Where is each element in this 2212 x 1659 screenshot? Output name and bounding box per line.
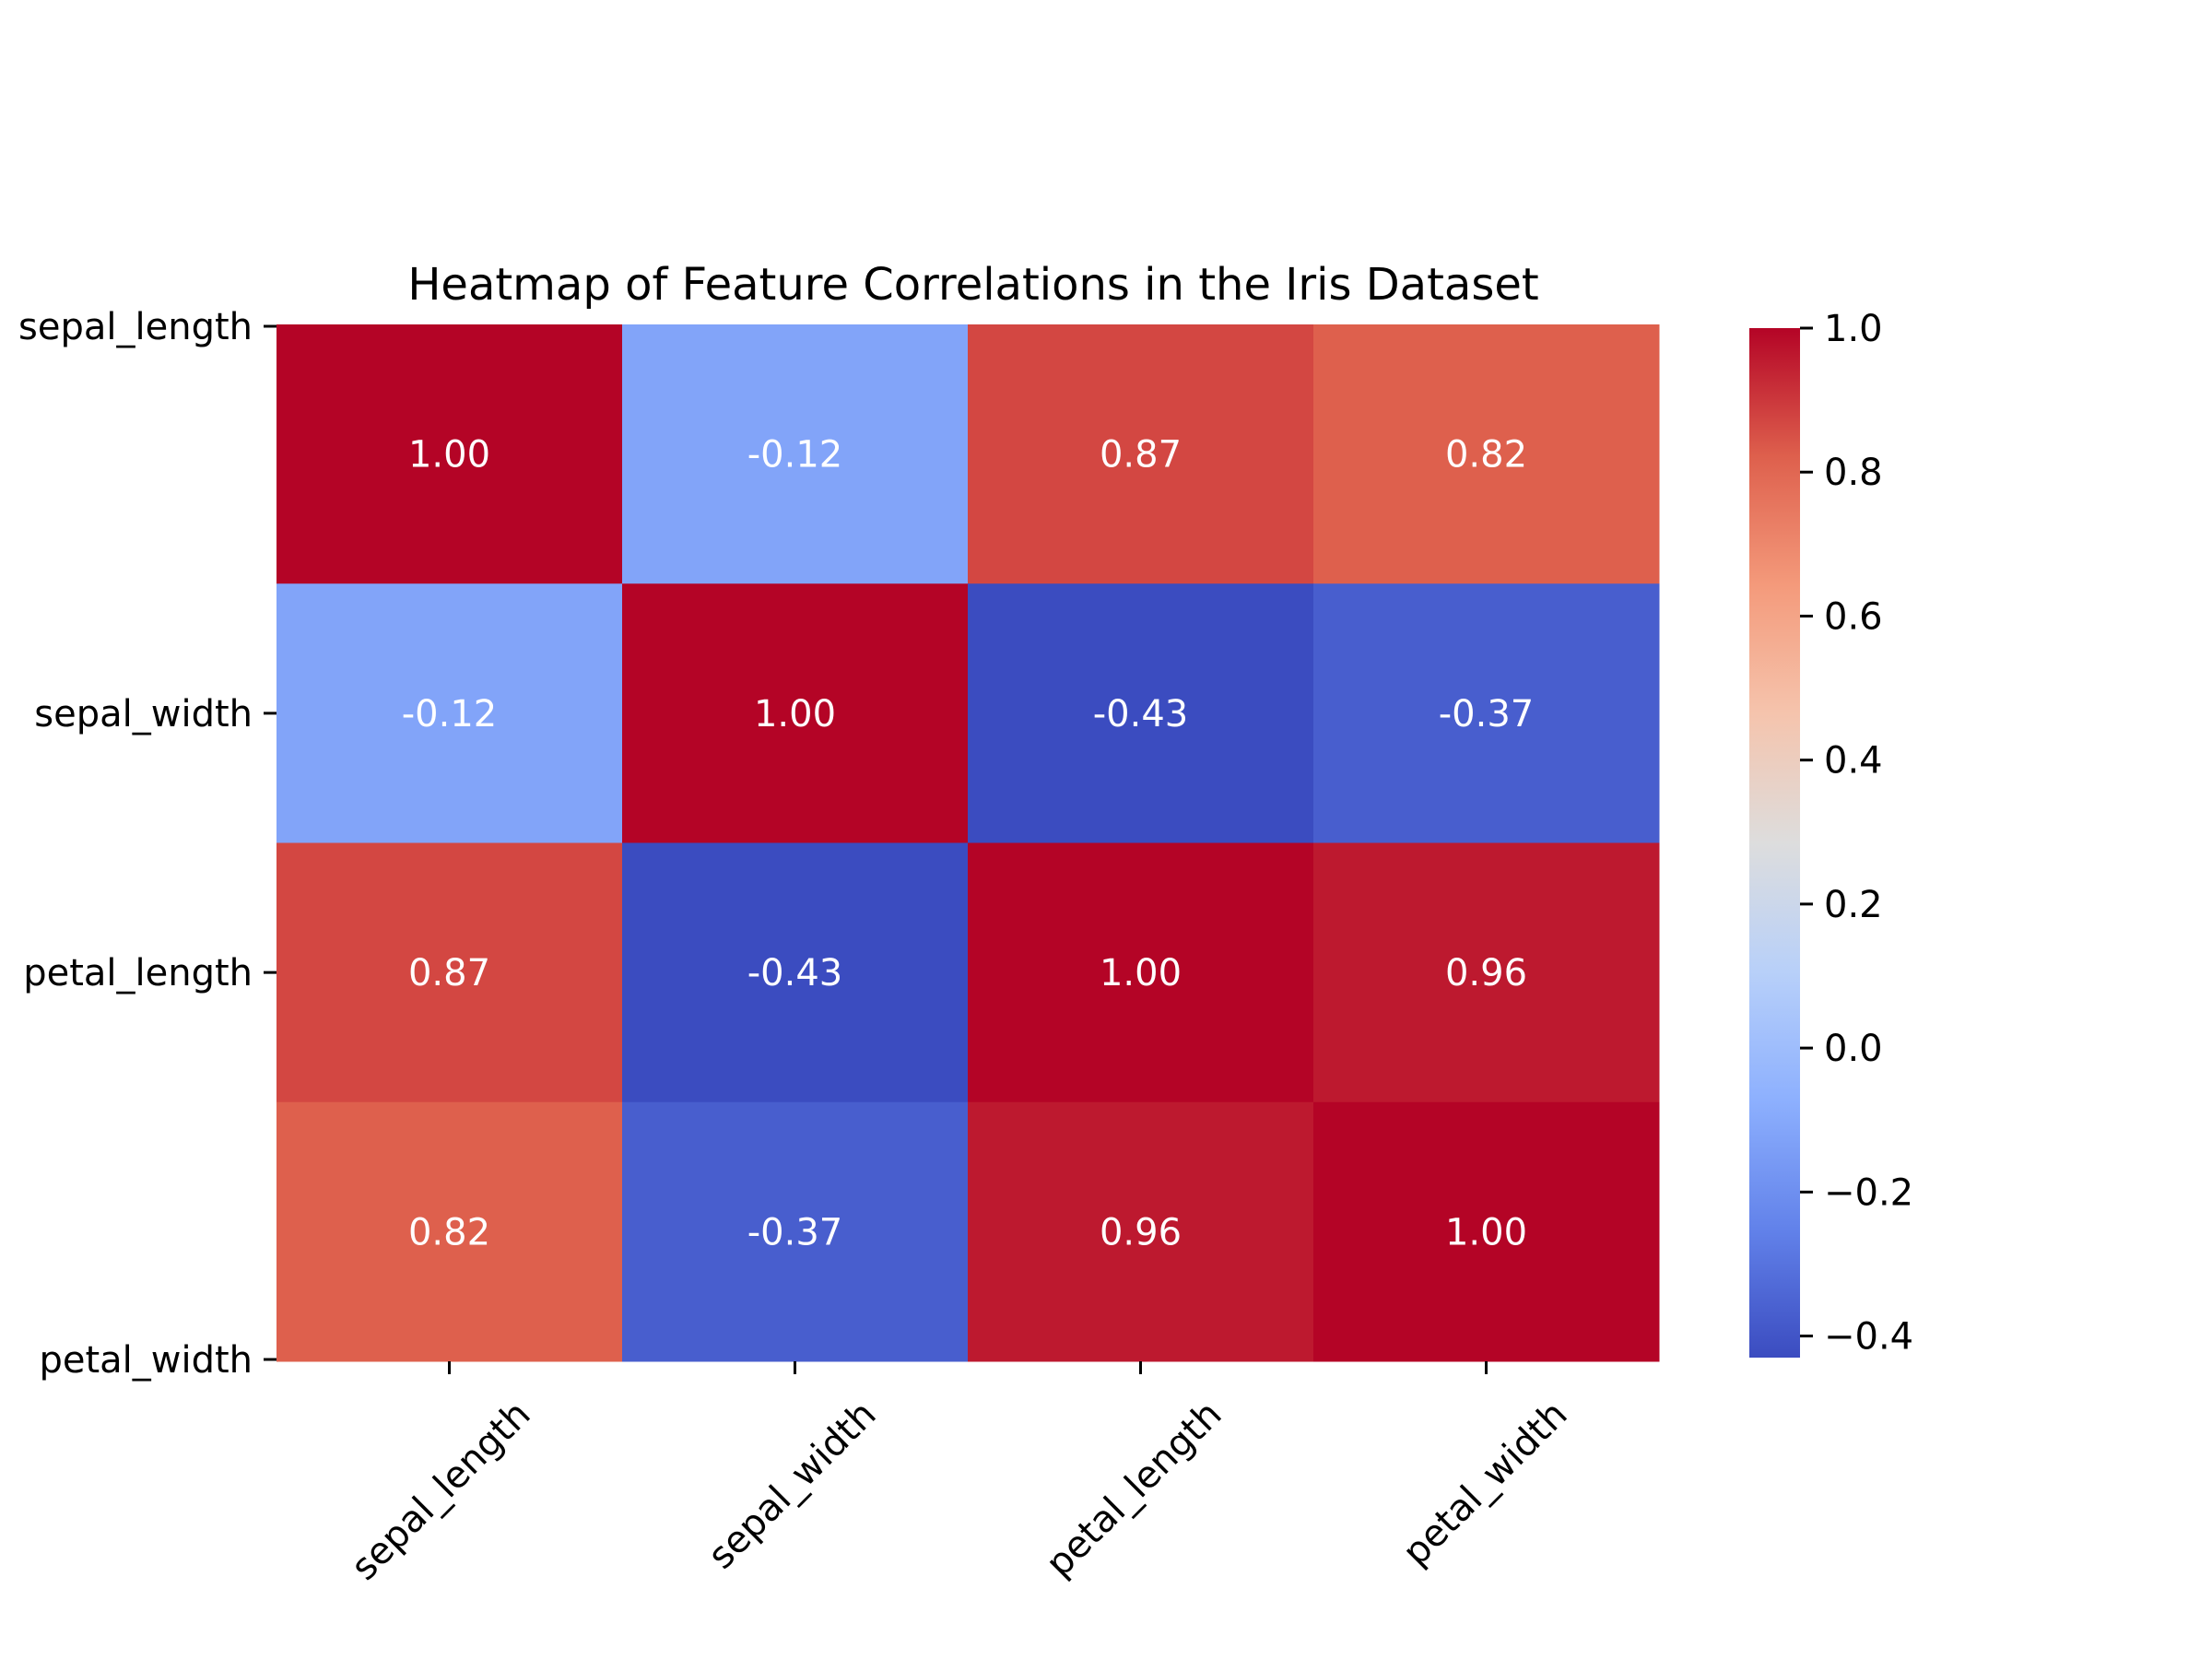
x-tick-label-sepal_width: sepal_width	[700, 1394, 885, 1578]
colorbar-tick-label: −0.4	[1824, 1316, 1913, 1359]
y-axis: sepal_length sepal_width petal_lengthpetal…	[18, 306, 276, 1382]
cell-value-label: 0.96	[1100, 1211, 1182, 1253]
y-tick-label-sepal_width: sepal_width	[34, 693, 253, 735]
cell-value-label: 0.82	[1445, 434, 1527, 477]
x-tick-label-petal_width: petal_width	[1394, 1394, 1575, 1574]
heatmap-cell-sepal_length-sepal_width	[622, 324, 969, 584]
y-tick-label-petal_length: petal_length	[23, 952, 253, 994]
cell-value-label: -0.12	[747, 434, 843, 477]
colorbar-tick-label: 1.0	[1824, 308, 1883, 350]
heatmap-cell-sepal_length-petal_width	[1313, 324, 1660, 584]
heatmap-cell-petal_length-sepal_width	[622, 842, 969, 1103]
cell-value-label: -0.37	[747, 1211, 843, 1253]
heatmap-cell-sepal_width-petal_length	[968, 583, 1314, 843]
heatmap-cell-labels: 1.00 -0.12 0.87 0.82 -0.12 1.00 -0.43 -0.37 0.87…	[402, 434, 1535, 1254]
heatmap-cell-sepal_length-petal_length	[968, 324, 1314, 584]
heatmap-cell-petal_width-petal_length	[968, 1101, 1314, 1362]
cell-value-label: 1.00	[754, 693, 836, 735]
heatmap-cell-petal_width-sepal_length	[276, 1101, 623, 1362]
colorbar-tick-label: 0.2	[1824, 884, 1883, 926]
heatmap-cell-petal_length-petal_width	[1313, 842, 1660, 1103]
colorbar: 1.0 0.8 0.6 0.4 0.2 0.0 −0.2 −0.4	[1749, 308, 1913, 1359]
cell-value-label: 0.96	[1445, 952, 1527, 994]
cell-value-label: 1.00	[1445, 1211, 1527, 1253]
heatmap-cell-sepal_width-sepal_width	[622, 583, 969, 843]
cell-value-label: 1.00	[1100, 952, 1182, 994]
y-tick-label-petal_width: petal_width	[39, 1339, 253, 1382]
x-tick-label-sepal_length: sepal_length	[343, 1394, 538, 1589]
heatmap-cell-petal_length-sepal_length	[276, 842, 623, 1103]
cell-value-label: 0.87	[408, 952, 490, 994]
cell-value-label: -0.43	[747, 952, 843, 994]
x-axis: sepal_length sepal_width petal_length petal…	[343, 1361, 1576, 1589]
cell-value-label: -0.12	[402, 693, 498, 735]
colorbar-gradient	[1749, 328, 1800, 1358]
heatmap-cell-petal_width-sepal_width	[622, 1101, 969, 1362]
heatmap-cell-sepal_width-sepal_length	[276, 583, 623, 843]
heatmap-cell-sepal_length-sepal_length	[276, 324, 623, 584]
chart-title: Heatmap of Feature Correlations in the I…	[407, 259, 1538, 311]
heatmap-cell-petal_width-petal_width	[1313, 1101, 1660, 1362]
heatmap-cells	[276, 324, 1660, 1362]
heatmap-cell-petal_length-petal_length	[968, 842, 1314, 1103]
colorbar-tick-label: −0.2	[1824, 1171, 1913, 1214]
colorbar-tick-label: 0.8	[1824, 452, 1883, 494]
x-tick-label-petal_length: petal_length	[1038, 1394, 1230, 1585]
cell-value-label: 0.87	[1100, 434, 1182, 477]
colorbar-tick-label: 0.6	[1824, 595, 1883, 638]
cell-value-label: -0.37	[1439, 693, 1535, 735]
cell-value-label: 1.00	[408, 434, 490, 477]
cell-value-label: 0.82	[408, 1211, 490, 1253]
heatmap-cell-sepal_width-petal_width	[1313, 583, 1660, 843]
cell-value-label: -0.43	[1093, 693, 1189, 735]
y-tick-label-sepal_length: sepal_length	[18, 306, 253, 348]
colorbar-tick-label: 0.0	[1824, 1028, 1883, 1070]
colorbar-tick-label: 0.4	[1824, 740, 1883, 782]
